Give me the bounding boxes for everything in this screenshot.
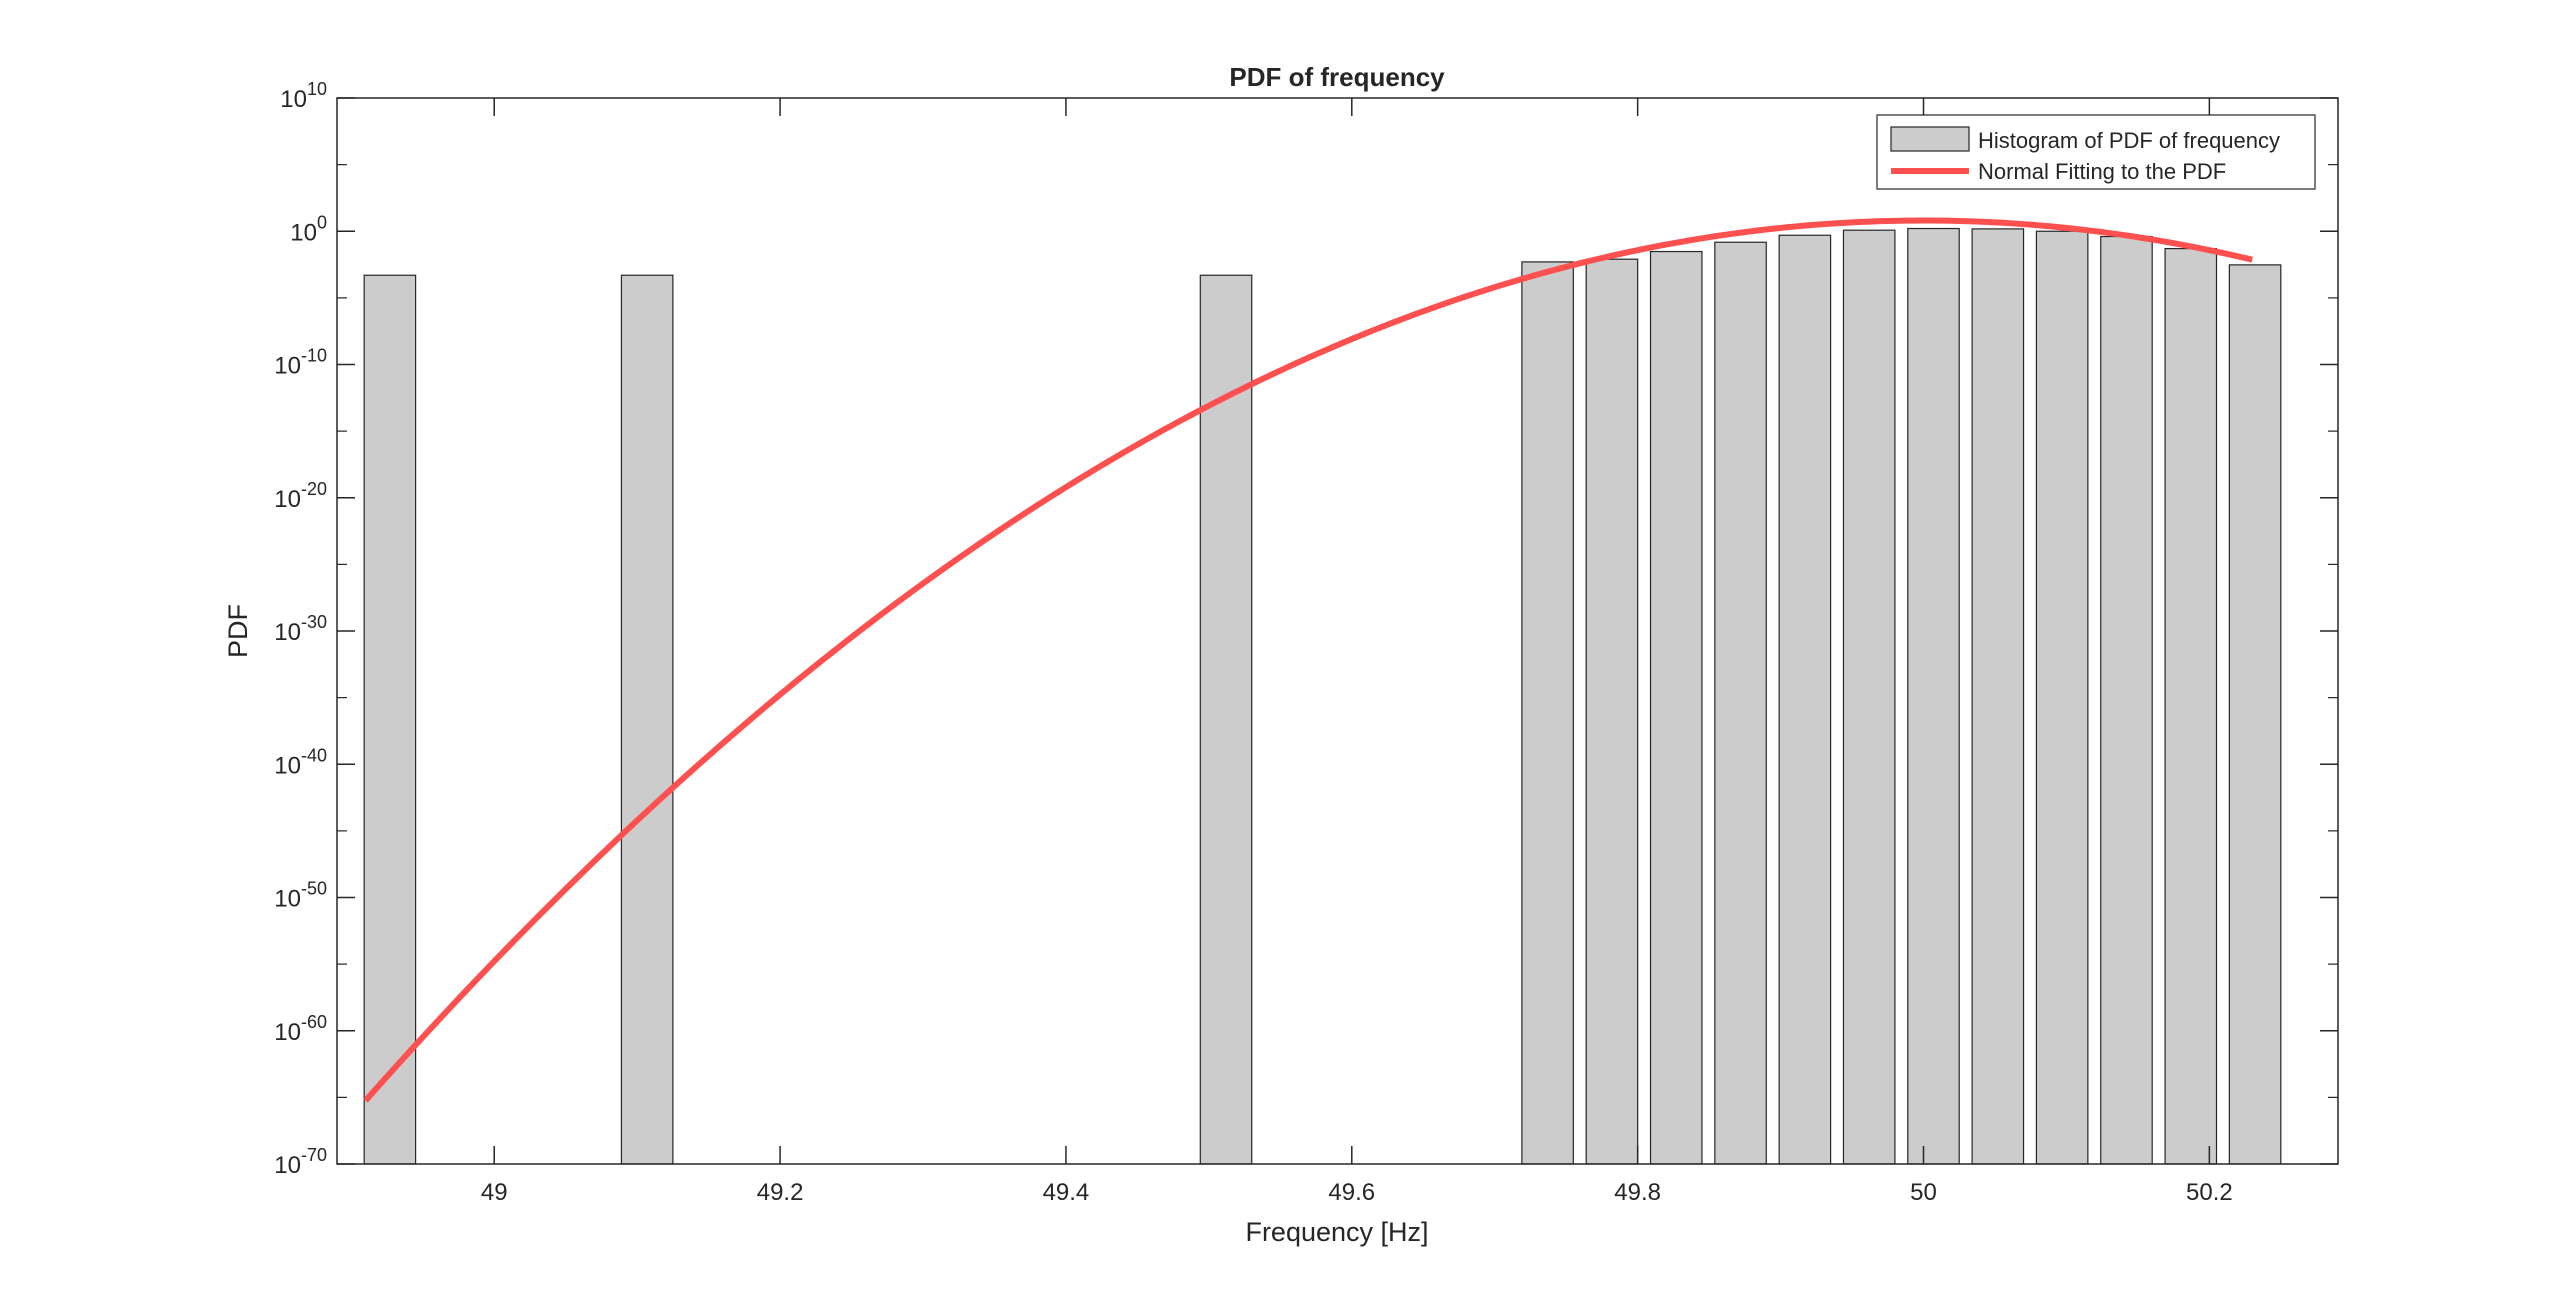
y-tick-base: 10 (274, 752, 301, 779)
y-tick-exponent: -40 (301, 745, 327, 765)
histogram-bar (1649, 250, 1703, 1165)
y-tick-base: 10 (274, 619, 301, 646)
y-tick-base: 10 (274, 1152, 301, 1179)
x-tick-label: 49.8 (1614, 1179, 1661, 1206)
legend-label-fit: Normal Fitting to the PDF (1978, 159, 2226, 184)
x-tick-label: 49.6 (1328, 1179, 1375, 1206)
y-tick-exponent: 10 (307, 79, 327, 99)
y-tick-label: 10-30 (274, 612, 327, 646)
y-tick-label: 10-70 (274, 1145, 327, 1179)
y-tick-base: 10 (274, 886, 301, 913)
y-tick-exponent: -50 (301, 879, 327, 899)
histogram-bar (2164, 247, 2218, 1165)
y-tick-exponent: -30 (301, 612, 327, 632)
x-axis-label: Frequency [Hz] (1245, 1217, 1428, 1247)
legend-label-histogram: Histogram of PDF of frequency (1978, 128, 2280, 153)
y-tick-label: 100 (290, 212, 327, 246)
histogram-bar (1521, 261, 1574, 1165)
histogram-bar (1199, 274, 1253, 1165)
y-tick-base: 10 (274, 353, 301, 380)
x-tick-label: 49.4 (1043, 1179, 1090, 1206)
histogram-bar (1714, 241, 1767, 1165)
y-tick-label: 10-40 (274, 745, 327, 779)
legend: Histogram of PDF of frequency Normal Fit… (1876, 114, 2316, 190)
x-tick-label: 49 (481, 1179, 508, 1206)
histogram-bar (620, 274, 674, 1165)
histogram-bar (2100, 235, 2153, 1165)
histogram-bar (2228, 264, 2282, 1165)
y-tick-base: 10 (280, 86, 307, 113)
histogram-bars (363, 227, 2282, 1165)
histogram-bar (1907, 227, 1960, 1165)
histogram-bar (1778, 234, 1832, 1165)
y-tick-label: 10-60 (274, 1012, 327, 1046)
x-tick-label: 50 (1910, 1179, 1937, 1206)
normal-fit-curve (363, 217, 2253, 1103)
y-tick-base: 10 (274, 1019, 301, 1046)
y-axis-ticks: 101010010-1010-2010-3010-4010-5010-6010-… (274, 79, 2338, 1179)
histogram-bar (2035, 230, 2089, 1165)
x-axis-ticks: 49 49.2 49.4 49.6 49.8 50 50.2 (481, 98, 2233, 1206)
histogram-bar (1842, 229, 1896, 1165)
x-tick-label: 49.2 (757, 1179, 804, 1206)
y-tick-exponent: -20 (301, 479, 327, 499)
y-tick-label: 10-10 (274, 346, 327, 380)
y-tick-base: 10 (274, 486, 301, 513)
histogram-bar (1971, 228, 2025, 1165)
y-axis-label: PDF (223, 604, 253, 658)
histogram-bar (363, 274, 417, 1165)
y-tick-base: 10 (290, 219, 317, 246)
y-tick-exponent: -60 (301, 1012, 327, 1032)
y-tick-label: 10-50 (274, 879, 327, 913)
y-tick-exponent: -70 (301, 1145, 327, 1165)
y-tick-exponent: -10 (301, 346, 327, 366)
x-tick-label: 50.2 (2186, 1179, 2233, 1206)
chart-title: PDF of frequency (1229, 62, 1445, 92)
legend-swatch-histogram (1890, 126, 1970, 152)
y-tick-label: 10-20 (274, 479, 327, 513)
y-tick-label: 1010 (280, 79, 327, 113)
histogram-bar (1585, 258, 1639, 1165)
y-tick-exponent: 0 (317, 212, 327, 232)
